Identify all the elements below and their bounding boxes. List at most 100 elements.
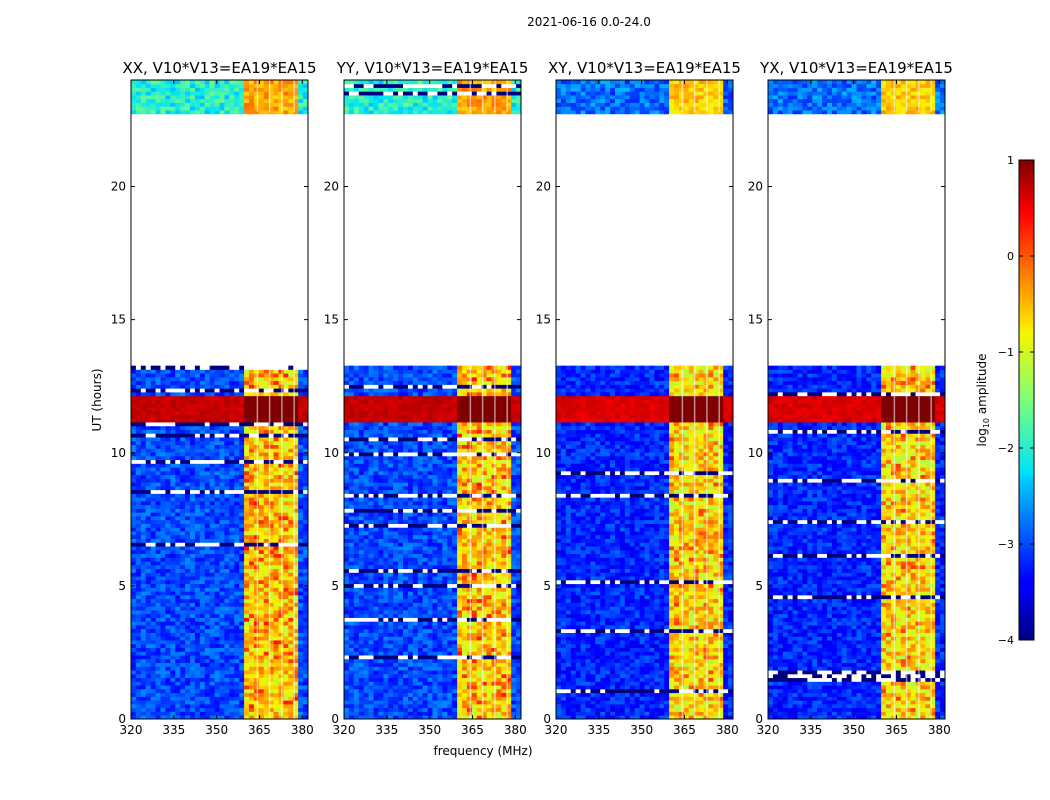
heatmap-cell — [160, 613, 166, 618]
heatmap-cell — [303, 110, 309, 115]
heatmap-cell — [234, 655, 240, 660]
heatmap-cell — [234, 617, 240, 622]
heatmap-cell — [393, 670, 399, 675]
heatmap-cell — [407, 670, 414, 675]
heatmap-cell — [140, 106, 147, 111]
heatmap-cell — [214, 399, 220, 404]
heatmap-cell — [258, 384, 265, 389]
heatmap-cell — [283, 497, 289, 502]
heatmap-cell — [155, 647, 161, 652]
heatmap-cell — [165, 497, 171, 502]
heatmap-cell — [283, 91, 289, 96]
heatmap-cell — [229, 365, 235, 370]
heatmap-cell — [155, 606, 161, 611]
heatmap-cell — [293, 542, 299, 547]
heatmap-cell — [263, 380, 270, 385]
heatmap-cell — [298, 106, 304, 111]
heatmap-cell — [298, 579, 304, 585]
heatmap-cell — [180, 489, 186, 494]
heatmap-cell — [150, 523, 156, 528]
heatmap-cell — [209, 452, 215, 457]
heatmap-cell — [234, 467, 240, 472]
heatmap-cell — [131, 470, 137, 476]
heatmap-cell — [175, 696, 181, 701]
heatmap-cell — [170, 519, 176, 524]
heatmap-cell — [348, 707, 355, 712]
heatmap-cell — [165, 715, 171, 720]
heatmap-cell — [383, 685, 389, 690]
heatmap-cell — [486, 677, 492, 682]
heatmap-cell — [175, 437, 181, 442]
heatmap-cell — [224, 95, 230, 100]
heatmap-cell — [481, 632, 487, 637]
heatmap-cell — [253, 561, 260, 566]
heatmap-cell — [462, 715, 468, 720]
heatmap-cell — [224, 523, 230, 528]
heatmap-cell — [253, 519, 260, 524]
heatmap-cell — [140, 414, 147, 419]
heatmap-cell — [249, 711, 255, 716]
heatmap-cell — [506, 666, 512, 671]
heatmap-cell — [288, 666, 294, 671]
heatmap-cell — [249, 83, 255, 88]
heatmap-cell — [249, 437, 255, 442]
heatmap-cell — [239, 414, 245, 419]
heatmap-cell — [131, 106, 137, 111]
heatmap-cell — [160, 643, 166, 648]
heatmap-cell — [244, 485, 250, 491]
heatmap-cell — [476, 613, 483, 618]
heatmap-cell — [432, 692, 438, 697]
heatmap-cell — [180, 553, 186, 558]
heatmap-cell — [145, 470, 152, 476]
heatmap-cell — [175, 527, 181, 532]
heatmap-cell — [427, 609, 433, 615]
heatmap-cell — [145, 591, 152, 596]
heatmap-cell — [209, 647, 215, 652]
heatmap-cell — [204, 504, 211, 509]
heatmap-cell — [417, 711, 424, 716]
heatmap-cell — [298, 373, 304, 378]
heatmap-cell — [180, 538, 186, 543]
heatmap-cell — [165, 707, 171, 712]
heatmap-cell — [175, 407, 181, 412]
heatmap-cell — [249, 395, 255, 400]
heatmap-cell — [496, 655, 502, 660]
heatmap-cell — [175, 459, 181, 464]
heatmap-cell — [209, 399, 215, 404]
heatmap-cell — [185, 444, 191, 449]
heatmap-cell — [170, 516, 176, 521]
heatmap-cell — [442, 609, 448, 615]
heatmap-cell — [224, 579, 230, 585]
heatmap-cell — [150, 493, 156, 498]
channel-gap-line — [293, 80, 295, 112]
heatmap-cell — [239, 602, 245, 607]
heatmap-cell — [348, 621, 355, 626]
heatmap-cell — [353, 587, 360, 592]
heatmap-cell — [229, 459, 235, 464]
heatmap-cell — [457, 591, 463, 596]
heatmap-cell — [344, 609, 350, 615]
heatmap-cell — [268, 568, 274, 573]
heatmap-cell — [185, 87, 191, 92]
heatmap-cell — [298, 606, 304, 611]
heatmap-cell — [432, 625, 438, 630]
heatmap-cell — [135, 102, 142, 107]
heatmap-cell — [229, 373, 235, 378]
heatmap-cell — [209, 519, 215, 524]
heatmap-cell — [249, 425, 255, 430]
heatmap-cell — [180, 696, 186, 701]
heatmap-cell — [209, 531, 215, 536]
heatmap-cell — [273, 662, 279, 667]
heatmap-cell — [209, 617, 215, 622]
heatmap-cell — [140, 440, 147, 446]
heatmap-cell — [378, 625, 384, 630]
heatmap-cell — [165, 696, 171, 701]
heatmap-cell — [165, 467, 171, 472]
heatmap-cell — [398, 655, 404, 660]
heatmap-cell — [253, 606, 260, 611]
heatmap-cell — [234, 583, 240, 588]
heatmap-cell — [140, 643, 147, 648]
heatmap-cell — [131, 407, 137, 412]
heatmap-cell — [407, 692, 414, 697]
heatmap-cell — [170, 455, 176, 461]
